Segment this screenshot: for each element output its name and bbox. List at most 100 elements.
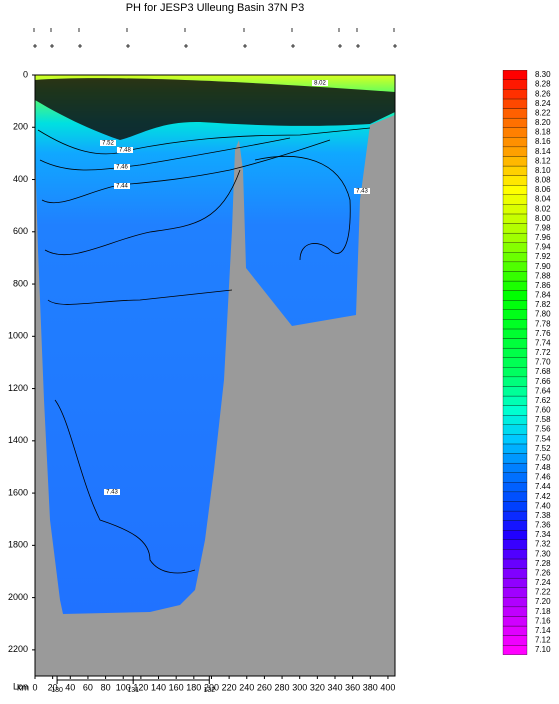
colorbar-label: 7.24 — [535, 578, 551, 587]
y-tick-label: 800 — [13, 278, 28, 288]
colorbar-cell — [502, 510, 528, 521]
colorbar-cell — [502, 539, 528, 550]
colorbar-cell — [502, 232, 528, 243]
lon-tick-label: 130 — [51, 687, 63, 694]
colorbar-cell — [502, 367, 528, 378]
colorbar-label: 7.66 — [535, 377, 551, 386]
colorbar-cell — [502, 482, 528, 493]
contour-label-box — [312, 80, 328, 86]
colorbar-label: 8.22 — [535, 108, 551, 117]
x-tick-label: 40 — [65, 682, 75, 692]
colorbar-cell — [502, 319, 528, 330]
x-tick-label: 400 — [380, 682, 395, 692]
colorbar-cell — [502, 252, 528, 263]
lon-tick-label: 132 — [203, 687, 215, 694]
x-tick-label: 140 — [151, 682, 166, 692]
colorbar-cell — [502, 309, 528, 320]
colorbar-cell — [502, 137, 528, 148]
x-tick-label: 220 — [222, 682, 237, 692]
colorbar-label: 8.24 — [535, 99, 551, 108]
y-tick-label: 1600 — [8, 487, 28, 497]
colorbar-label: 8.28 — [535, 80, 551, 89]
colorbar-cell — [502, 577, 528, 588]
y-tick-label: 1800 — [8, 540, 28, 550]
colorbar-cell — [502, 386, 528, 397]
colorbar-cell — [502, 194, 528, 205]
colorbar-cell — [502, 472, 528, 483]
colorbar-cell — [502, 213, 528, 224]
colorbar-cell — [502, 558, 528, 569]
colorbar-label: 7.88 — [535, 271, 551, 280]
colorbar-label: 7.44 — [535, 482, 551, 491]
colorbar-cell — [502, 108, 528, 119]
station-marker — [338, 28, 342, 48]
colorbar-cell — [502, 328, 528, 339]
colorbar-cell — [502, 453, 528, 464]
colorbar-label: 8.30 — [535, 70, 551, 79]
colorbar-label: 7.82 — [535, 300, 551, 309]
colorbar-cell — [502, 79, 528, 90]
y-tick-label: 1200 — [8, 383, 28, 393]
colorbar: 7.107.127.147.167.187.207.227.247.267.28… — [502, 70, 551, 655]
contour-label-box — [104, 489, 120, 495]
contour-label-box — [354, 188, 370, 194]
station-marker — [78, 28, 82, 48]
colorbar-cell — [502, 568, 528, 579]
x-tick-label: 300 — [292, 682, 307, 692]
contour-label: 7.46 — [116, 165, 128, 171]
colorbar-cell — [502, 89, 528, 100]
colorbar-label: 8.14 — [535, 147, 551, 156]
x-tick-label: 160 — [169, 682, 184, 692]
colorbar-label: 7.92 — [535, 252, 551, 261]
colorbar-label: 7.18 — [535, 607, 551, 616]
y-tick-label: 1400 — [8, 435, 28, 445]
colorbar-cell — [502, 645, 528, 655]
colorbar-cell — [502, 347, 528, 358]
colorbar-cell — [502, 395, 528, 406]
colorbar-label: 7.62 — [535, 396, 551, 405]
contour-label: 8.02 — [314, 81, 326, 87]
colorbar-cell — [502, 443, 528, 454]
x-tick-label: 200 — [204, 682, 219, 692]
colorbar-cell — [502, 261, 528, 272]
colorbar-label: 7.30 — [535, 549, 551, 558]
contour-label-box — [100, 140, 116, 146]
colorbar-label: 8.10 — [535, 166, 551, 175]
x-tick-label: 20 — [48, 682, 58, 692]
colorbar-label: 8.00 — [535, 214, 551, 223]
colorbar-cell — [502, 597, 528, 608]
station-marker — [393, 28, 397, 48]
colorbar-cell — [502, 491, 528, 502]
colorbar-label: 7.14 — [535, 626, 551, 635]
colorbar-label: 8.12 — [535, 156, 551, 165]
colorbar-cell — [502, 185, 528, 195]
colorbar-label: 7.22 — [535, 588, 551, 597]
colorbar-cell — [502, 204, 528, 215]
colorbar-cell — [502, 70, 528, 80]
colorbar-label: 7.54 — [535, 434, 551, 443]
colorbar-label: 7.34 — [535, 530, 551, 539]
colorbar-label: 7.76 — [535, 329, 551, 338]
x-tick-label: 340 — [327, 682, 342, 692]
station-marker — [243, 28, 247, 48]
lon-tick-label: 131 — [127, 687, 139, 694]
colorbar-label: 7.52 — [535, 444, 551, 453]
surface-contours — [35, 78, 395, 140]
contour-label-box — [117, 147, 133, 153]
colorbar-cell — [502, 175, 528, 186]
colorbar-cell — [502, 242, 528, 253]
colorbar-label: 7.74 — [535, 338, 551, 347]
y-tick-label: 0 — [23, 69, 28, 79]
colorbar-cell — [502, 357, 528, 368]
x-tick-label: 180 — [186, 682, 201, 692]
chart-title: PH for JESP3 Ulleung Basin 37N P3 — [126, 2, 305, 14]
colorbar-cell — [502, 271, 528, 282]
y-tick-label: 400 — [13, 174, 28, 184]
y-tick-label: 2200 — [8, 644, 28, 654]
colorbar-cell — [502, 462, 528, 473]
colorbar-label: 7.58 — [535, 415, 551, 424]
colorbar-cell — [502, 424, 528, 435]
y-tick-label: 600 — [13, 226, 28, 236]
colorbar-cell — [502, 280, 528, 291]
